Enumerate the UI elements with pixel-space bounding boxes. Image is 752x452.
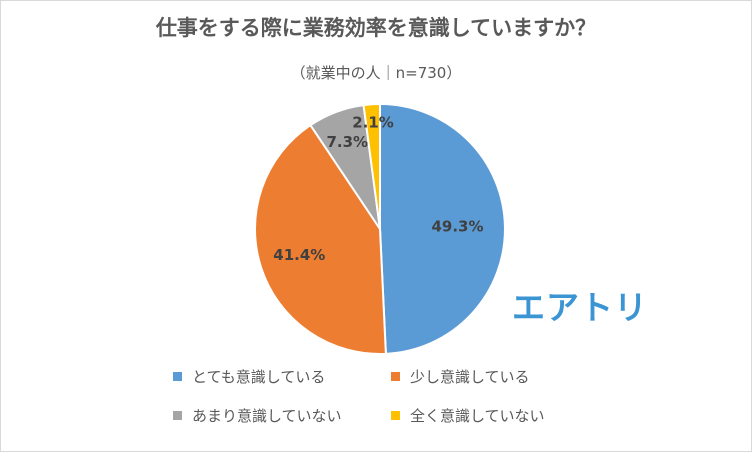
- legend-label: とても意識している: [192, 368, 326, 386]
- data-label: 2.1%: [352, 114, 394, 132]
- legend-swatch: [391, 411, 400, 420]
- chart-title: 仕事をする際に業務効率を意識していますか？: [155, 16, 597, 40]
- pie-slice: [379, 102, 506, 355]
- legend-swatch: [391, 372, 400, 381]
- legend-swatch: [173, 372, 182, 381]
- legend-item-4: 全く意識していない: [391, 406, 545, 426]
- data-label: 49.3%: [431, 218, 483, 236]
- legend-label: あまり意識していない: [192, 407, 342, 425]
- legend-item-2: 少し意識している: [391, 367, 530, 387]
- airtrip-logo: エアトリ: [512, 288, 648, 327]
- chart-subtitle: （就業中の人｜n=730）: [290, 64, 462, 82]
- legend-item-3: あまり意識していない: [173, 406, 342, 426]
- legend-label: 全く意識していない: [410, 407, 545, 425]
- legend-item-1: とても意識している: [173, 367, 325, 387]
- data-label: 7.3%: [326, 133, 368, 151]
- legend-swatch: [173, 411, 182, 420]
- pie-slice: [254, 123, 387, 355]
- data-label: 41.4%: [273, 246, 325, 264]
- legend-label: 少し意識している: [410, 368, 530, 386]
- pie-slice: [362, 102, 381, 230]
